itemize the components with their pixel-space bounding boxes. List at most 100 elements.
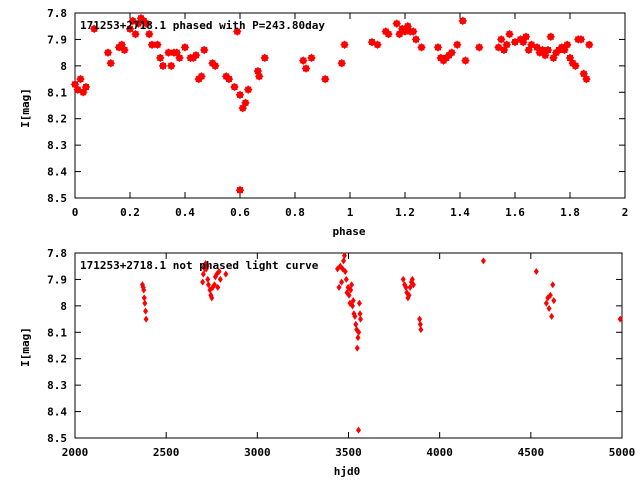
data-point-core bbox=[322, 76, 329, 83]
data-point bbox=[549, 312, 555, 320]
data-point bbox=[356, 328, 362, 336]
data-point bbox=[350, 302, 356, 310]
y-axis-ticks: 7.8 7.9 8 8.1 8.2 8.3 8.4 8.5 bbox=[47, 7, 625, 205]
data-point bbox=[417, 315, 423, 323]
data-points bbox=[70, 14, 594, 195]
data-point-core bbox=[261, 54, 268, 61]
data-point-core bbox=[135, 20, 142, 27]
x-axis-label: phase bbox=[332, 225, 365, 238]
data-point bbox=[358, 315, 364, 323]
y-tick-label: 7.9 bbox=[47, 33, 67, 46]
data-point bbox=[551, 297, 557, 305]
data-point-core bbox=[149, 41, 155, 48]
data-point-core bbox=[173, 49, 180, 56]
data-point-core bbox=[413, 36, 419, 43]
data-point-core bbox=[127, 25, 133, 32]
y-axis-label: I[mag] bbox=[19, 327, 32, 367]
data-point-core bbox=[256, 73, 263, 80]
x-tick-label: 4000 bbox=[426, 446, 453, 459]
data-point-core bbox=[506, 31, 513, 38]
data-point bbox=[143, 315, 149, 323]
data-point-core bbox=[254, 68, 261, 75]
data-point bbox=[355, 334, 361, 342]
data-point bbox=[211, 281, 217, 289]
y-tick-label: 8.1 bbox=[47, 86, 67, 99]
data-point-core bbox=[564, 41, 571, 48]
data-point-core bbox=[495, 44, 502, 51]
data-point-core bbox=[369, 39, 375, 46]
x-axis-ticks: 0 0.2 0.4 0.6 0.8 1 1.2 1.4 1.6 1.8 2 bbox=[72, 13, 629, 219]
x-tick-label: 2 bbox=[622, 206, 629, 219]
data-point bbox=[223, 270, 229, 278]
data-point-core bbox=[542, 52, 549, 59]
data-point-core bbox=[303, 65, 309, 72]
data-point bbox=[346, 291, 352, 299]
data-point bbox=[400, 275, 406, 283]
data-point bbox=[480, 257, 486, 265]
x-tick-label: 2500 bbox=[153, 446, 180, 459]
data-point-core bbox=[226, 76, 232, 83]
data-point-core bbox=[586, 41, 593, 48]
data-point-core bbox=[182, 44, 188, 51]
data-point bbox=[357, 310, 363, 318]
data-point-core bbox=[338, 60, 345, 67]
data-point bbox=[141, 294, 147, 302]
data-point bbox=[205, 275, 211, 283]
data-point-core bbox=[176, 54, 183, 61]
data-point-core bbox=[476, 44, 483, 51]
data-point bbox=[343, 275, 349, 283]
data-point bbox=[215, 283, 221, 291]
x-tick-label: 1.6 bbox=[505, 206, 525, 219]
y-tick-label: 8.3 bbox=[47, 379, 67, 392]
data-point-core bbox=[237, 187, 243, 194]
data-point bbox=[341, 257, 347, 265]
data-point bbox=[547, 291, 553, 299]
data-point bbox=[200, 278, 206, 286]
data-point bbox=[341, 252, 347, 260]
data-point bbox=[353, 320, 359, 328]
data-point bbox=[533, 268, 539, 275]
data-point bbox=[403, 283, 409, 291]
x-tick-label: 0.4 bbox=[175, 206, 195, 219]
data-point-core bbox=[239, 105, 246, 112]
data-point-core bbox=[567, 54, 573, 61]
data-point-core bbox=[374, 41, 381, 48]
x-tick-label: 1.4 bbox=[450, 206, 470, 219]
data-point bbox=[406, 291, 412, 299]
data-point bbox=[142, 299, 148, 307]
data-point-core bbox=[534, 44, 540, 51]
y-tick-label: 8.5 bbox=[47, 192, 67, 205]
data-point-core bbox=[341, 41, 348, 48]
x-tick-label: 5000 bbox=[609, 446, 636, 459]
data-point bbox=[348, 286, 354, 294]
y-tick-label: 8 bbox=[60, 300, 67, 313]
x-tick-label: 2000 bbox=[62, 446, 89, 459]
data-point-core bbox=[300, 57, 307, 64]
data-point bbox=[617, 315, 623, 323]
data-point bbox=[418, 326, 424, 334]
plot-frame bbox=[74, 252, 623, 439]
data-point-core bbox=[525, 47, 532, 53]
data-point bbox=[352, 312, 358, 320]
data-point bbox=[349, 281, 355, 289]
data-point bbox=[342, 268, 348, 275]
data-point-core bbox=[396, 31, 403, 38]
data-point-core bbox=[245, 86, 252, 93]
data-point-core bbox=[160, 62, 166, 69]
data-point-core bbox=[545, 47, 551, 53]
data-point bbox=[407, 283, 413, 291]
x-tick-label: 0 bbox=[72, 206, 79, 219]
x-tick-label: 3000 bbox=[244, 446, 271, 459]
data-point-core bbox=[528, 41, 535, 48]
data-point-core bbox=[72, 81, 78, 88]
data-point-core bbox=[77, 76, 84, 83]
y-tick-label: 8.2 bbox=[47, 353, 67, 366]
data-point-core bbox=[105, 49, 111, 56]
data-point-core bbox=[212, 62, 219, 69]
data-point bbox=[546, 305, 552, 312]
data-point bbox=[336, 283, 342, 291]
data-point-core bbox=[129, 17, 136, 24]
data-point bbox=[354, 344, 360, 352]
data-point-core bbox=[132, 31, 139, 38]
